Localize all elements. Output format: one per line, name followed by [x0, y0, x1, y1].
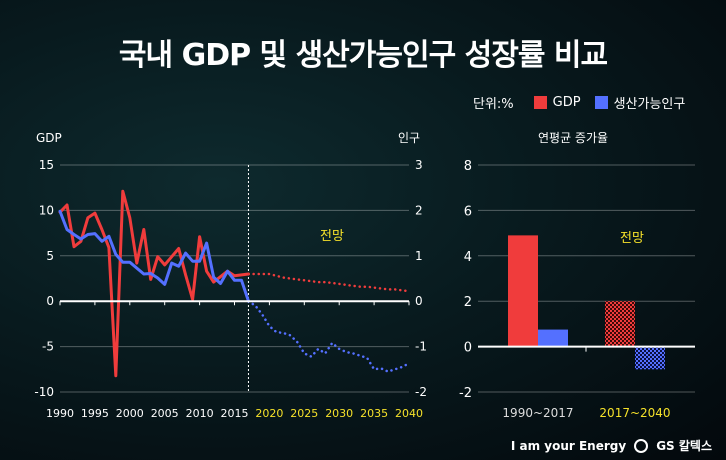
left-axis-label: GDP — [36, 131, 62, 145]
x-tick-label: 1990 — [46, 407, 74, 420]
y-tick: 4 — [464, 250, 472, 265]
y-tick: -2 — [459, 386, 472, 401]
y-tick-left: 5 — [46, 249, 54, 263]
x-category-label: 2017~2040 — [599, 406, 670, 420]
bar-pop — [538, 329, 568, 347]
x-tick-label: 1995 — [81, 407, 109, 420]
forecast-line — [247, 299, 411, 373]
x-tick-label: 2030 — [325, 407, 353, 420]
forecast-label: 전망 — [320, 229, 344, 244]
right-axis-label: 인구 — [398, 131, 420, 145]
bar-gdp — [605, 301, 635, 347]
x-tick-label: 2040 — [395, 407, 423, 420]
bar-gdp — [508, 235, 538, 347]
x-tick-label: 2015 — [221, 407, 249, 420]
y-tick-left: 10 — [39, 203, 54, 217]
y-tick-right: 2 — [415, 203, 423, 217]
x-tick-label: 2025 — [290, 407, 318, 420]
footer: I am your Energy GS 칼텍스 — [511, 437, 712, 454]
bar-pop — [635, 346, 665, 370]
slogan: I am your Energy — [510, 438, 627, 453]
y-tick-left: 15 — [39, 158, 54, 172]
x-tick-label: 2035 — [360, 407, 388, 420]
y-tick-right: 0 — [415, 294, 423, 308]
x-tick-label: 2005 — [151, 407, 179, 420]
gs-logo-icon — [634, 438, 649, 453]
series-line — [58, 209, 250, 303]
y-tick: 6 — [464, 204, 472, 219]
x-tick-label: 2010 — [186, 407, 214, 420]
y-tick-left: -10 — [34, 385, 54, 399]
x-tick-label: 2020 — [255, 407, 283, 420]
page-title: 국내 GDP 및 생산가능인구 성장률 비교 — [118, 38, 608, 73]
legend-pop: 생산가능인구 — [613, 97, 686, 112]
y-tick: 0 — [464, 341, 472, 356]
x-category-label: 1990~2017 — [502, 406, 573, 420]
y-tick-right: 1 — [415, 249, 423, 263]
y-tick-right: 3 — [415, 158, 423, 172]
pop-swatch — [594, 96, 608, 109]
brand: GS 칼텍스 — [656, 439, 712, 453]
y-tick-right: -2 — [415, 385, 427, 399]
y-tick-left: -5 — [42, 340, 54, 354]
gdp-swatch — [533, 96, 547, 109]
y-tick: 8 — [464, 159, 472, 174]
legend: 단위:% GDP 생산가능인구 — [473, 93, 685, 112]
forecast-line — [247, 272, 411, 293]
y-tick: 2 — [464, 295, 472, 310]
unit-label: 단위:% — [473, 97, 514, 112]
legend-gdp: GDP — [552, 95, 581, 110]
y-tick-left: 0 — [46, 294, 54, 308]
bar-forecast-label: 전망 — [620, 231, 644, 246]
y-tick-right: -1 — [415, 340, 427, 354]
bar-chart-title: 연평균 증가율 — [538, 131, 608, 145]
x-tick-label: 2000 — [116, 407, 144, 420]
